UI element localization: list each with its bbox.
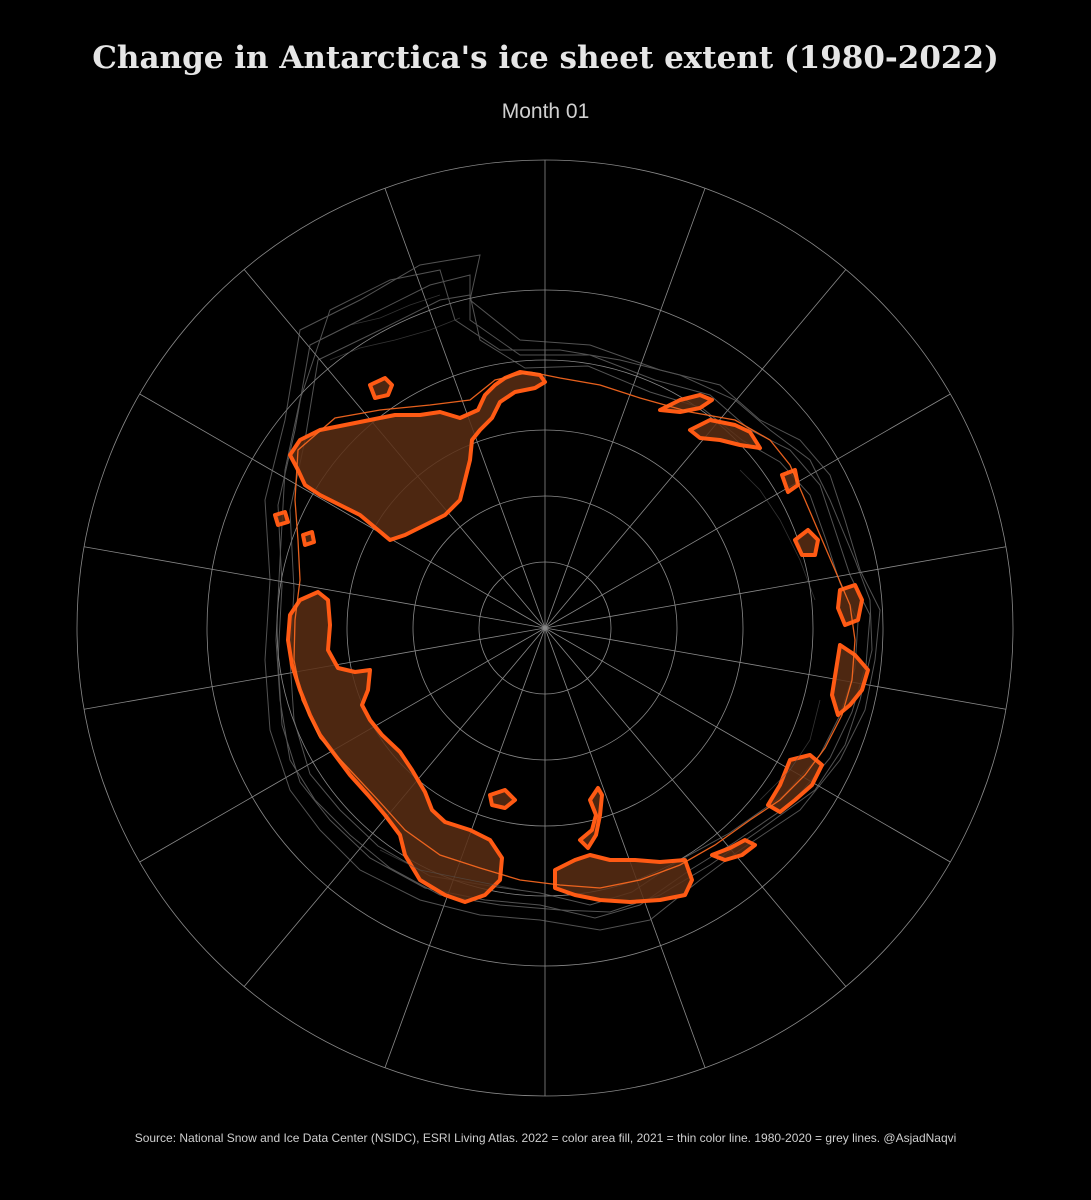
sea-ice-2021-line xyxy=(293,371,856,889)
ice-region-2022 xyxy=(488,788,517,810)
meridian-line xyxy=(84,546,546,629)
ice-region-2022 xyxy=(830,643,870,717)
grey-contour xyxy=(277,274,871,919)
source-caption: Source: National Snow and Ice Data Cente… xyxy=(134,1131,957,1145)
meridian-line xyxy=(544,546,1006,629)
texture-line xyxy=(759,699,821,801)
grey-contour xyxy=(264,254,881,931)
meridian-line xyxy=(544,188,706,629)
ice-region-2022 xyxy=(688,418,762,450)
texture-line xyxy=(319,294,441,341)
ice-region-2022 xyxy=(780,468,800,494)
map-subtitle: Month 01 xyxy=(501,100,590,123)
texture-line xyxy=(739,469,816,601)
ice-region-2022 xyxy=(301,530,316,547)
ice-region-2022 xyxy=(286,590,504,904)
ice-region-2022 xyxy=(793,528,820,557)
ice-line-2021 xyxy=(293,371,856,889)
ice-region-2022 xyxy=(368,376,394,400)
meridian-line xyxy=(544,269,847,629)
ice-region-2022 xyxy=(553,853,694,904)
texture-line xyxy=(379,849,521,891)
map-title: Change in Antarctica's ice sheet extent … xyxy=(92,40,999,76)
ice-region-2022 xyxy=(273,510,290,527)
meridian-line xyxy=(544,393,951,629)
sea-ice-extent-1980-2020 xyxy=(264,254,881,931)
texture-line xyxy=(329,317,461,361)
meridian-line xyxy=(139,393,546,629)
ice-region-2022 xyxy=(288,370,547,542)
ice-region-2022 xyxy=(710,838,757,862)
meridian-line xyxy=(544,627,706,1068)
bathymetry-texture xyxy=(319,294,821,891)
ice-region-2022 xyxy=(578,786,604,850)
graticule xyxy=(76,159,1014,1097)
meridian-line xyxy=(544,627,847,987)
meridian-line xyxy=(544,627,1006,710)
grey-contour xyxy=(275,269,873,913)
meridian-line xyxy=(384,188,546,629)
meridian-line xyxy=(544,627,951,863)
